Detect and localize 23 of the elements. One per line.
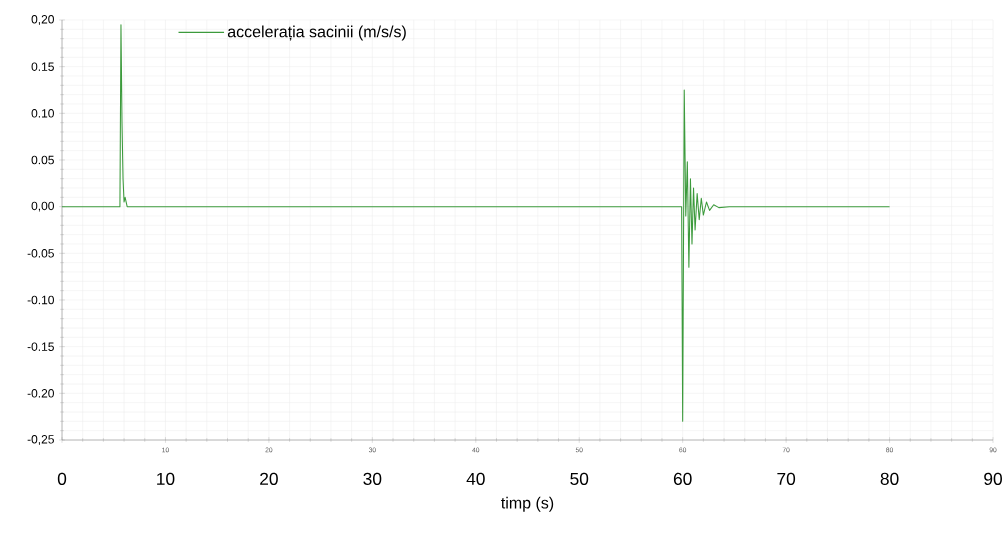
y-tick-label: -0.05 xyxy=(27,249,54,258)
x2-tick-label: 90 xyxy=(984,472,1002,485)
x2-tick-label: 60 xyxy=(673,472,692,485)
y-tick-label: 0.15 xyxy=(31,62,54,71)
x2-tick-label: 30 xyxy=(363,472,382,485)
legend-label: accelerația sacinii (m/s/s) xyxy=(227,25,406,41)
y-tick-label: -0.20 xyxy=(27,389,54,398)
x2-tick-label: 0 xyxy=(57,472,67,485)
x2-tick-label: 10 xyxy=(157,472,175,485)
x2-tick-label: 70 xyxy=(777,472,796,485)
y-tick-label: 0,00 xyxy=(31,201,54,212)
x2-tick-label: 20 xyxy=(260,472,278,485)
y-tick-label: -0.10 xyxy=(27,295,54,305)
y-tick-label: 0.10 xyxy=(31,109,54,118)
x-axis-title: timp (s) xyxy=(501,496,554,512)
y-tick-label: 0.05 xyxy=(31,155,54,165)
x2-tick-label: 50 xyxy=(570,472,589,485)
x2-tick-label: 40 xyxy=(466,472,485,485)
y-tick-label: 0,20 xyxy=(31,15,54,25)
line-series xyxy=(61,24,891,422)
y-tick-label: -0.15 xyxy=(27,342,54,351)
x2-tick-label: 80 xyxy=(880,472,899,485)
y-tick-label: -0,25 xyxy=(27,435,54,445)
